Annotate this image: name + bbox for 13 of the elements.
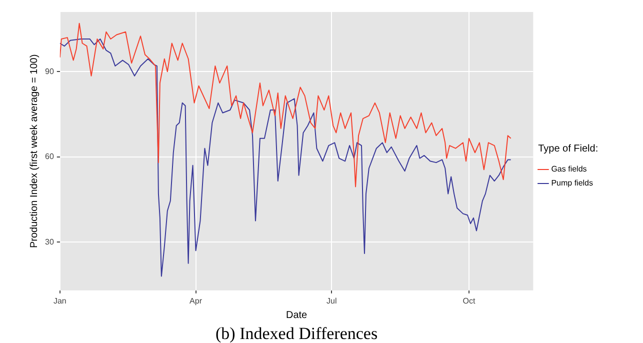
y-tick-label: 30 [44, 237, 54, 246]
x-tick-label: Jan [53, 296, 66, 306]
x-tick-label: Jul [326, 296, 337, 306]
x-axis-title: Date [286, 310, 308, 321]
y-tick-label: 90 [44, 66, 54, 76]
text: (b) Indexed Differences [216, 324, 378, 343]
legend-title: Type of Field: [538, 143, 598, 154]
x-tick-label: Apr [190, 296, 202, 306]
legend-label: Gas fields [551, 164, 587, 174]
y-tick-label: 60 [44, 152, 54, 162]
legend-label: Pump fields [551, 178, 593, 188]
y-axis-title: Production Index (first week average = 100) [28, 54, 40, 248]
x-tick-label: Oct [462, 296, 476, 306]
